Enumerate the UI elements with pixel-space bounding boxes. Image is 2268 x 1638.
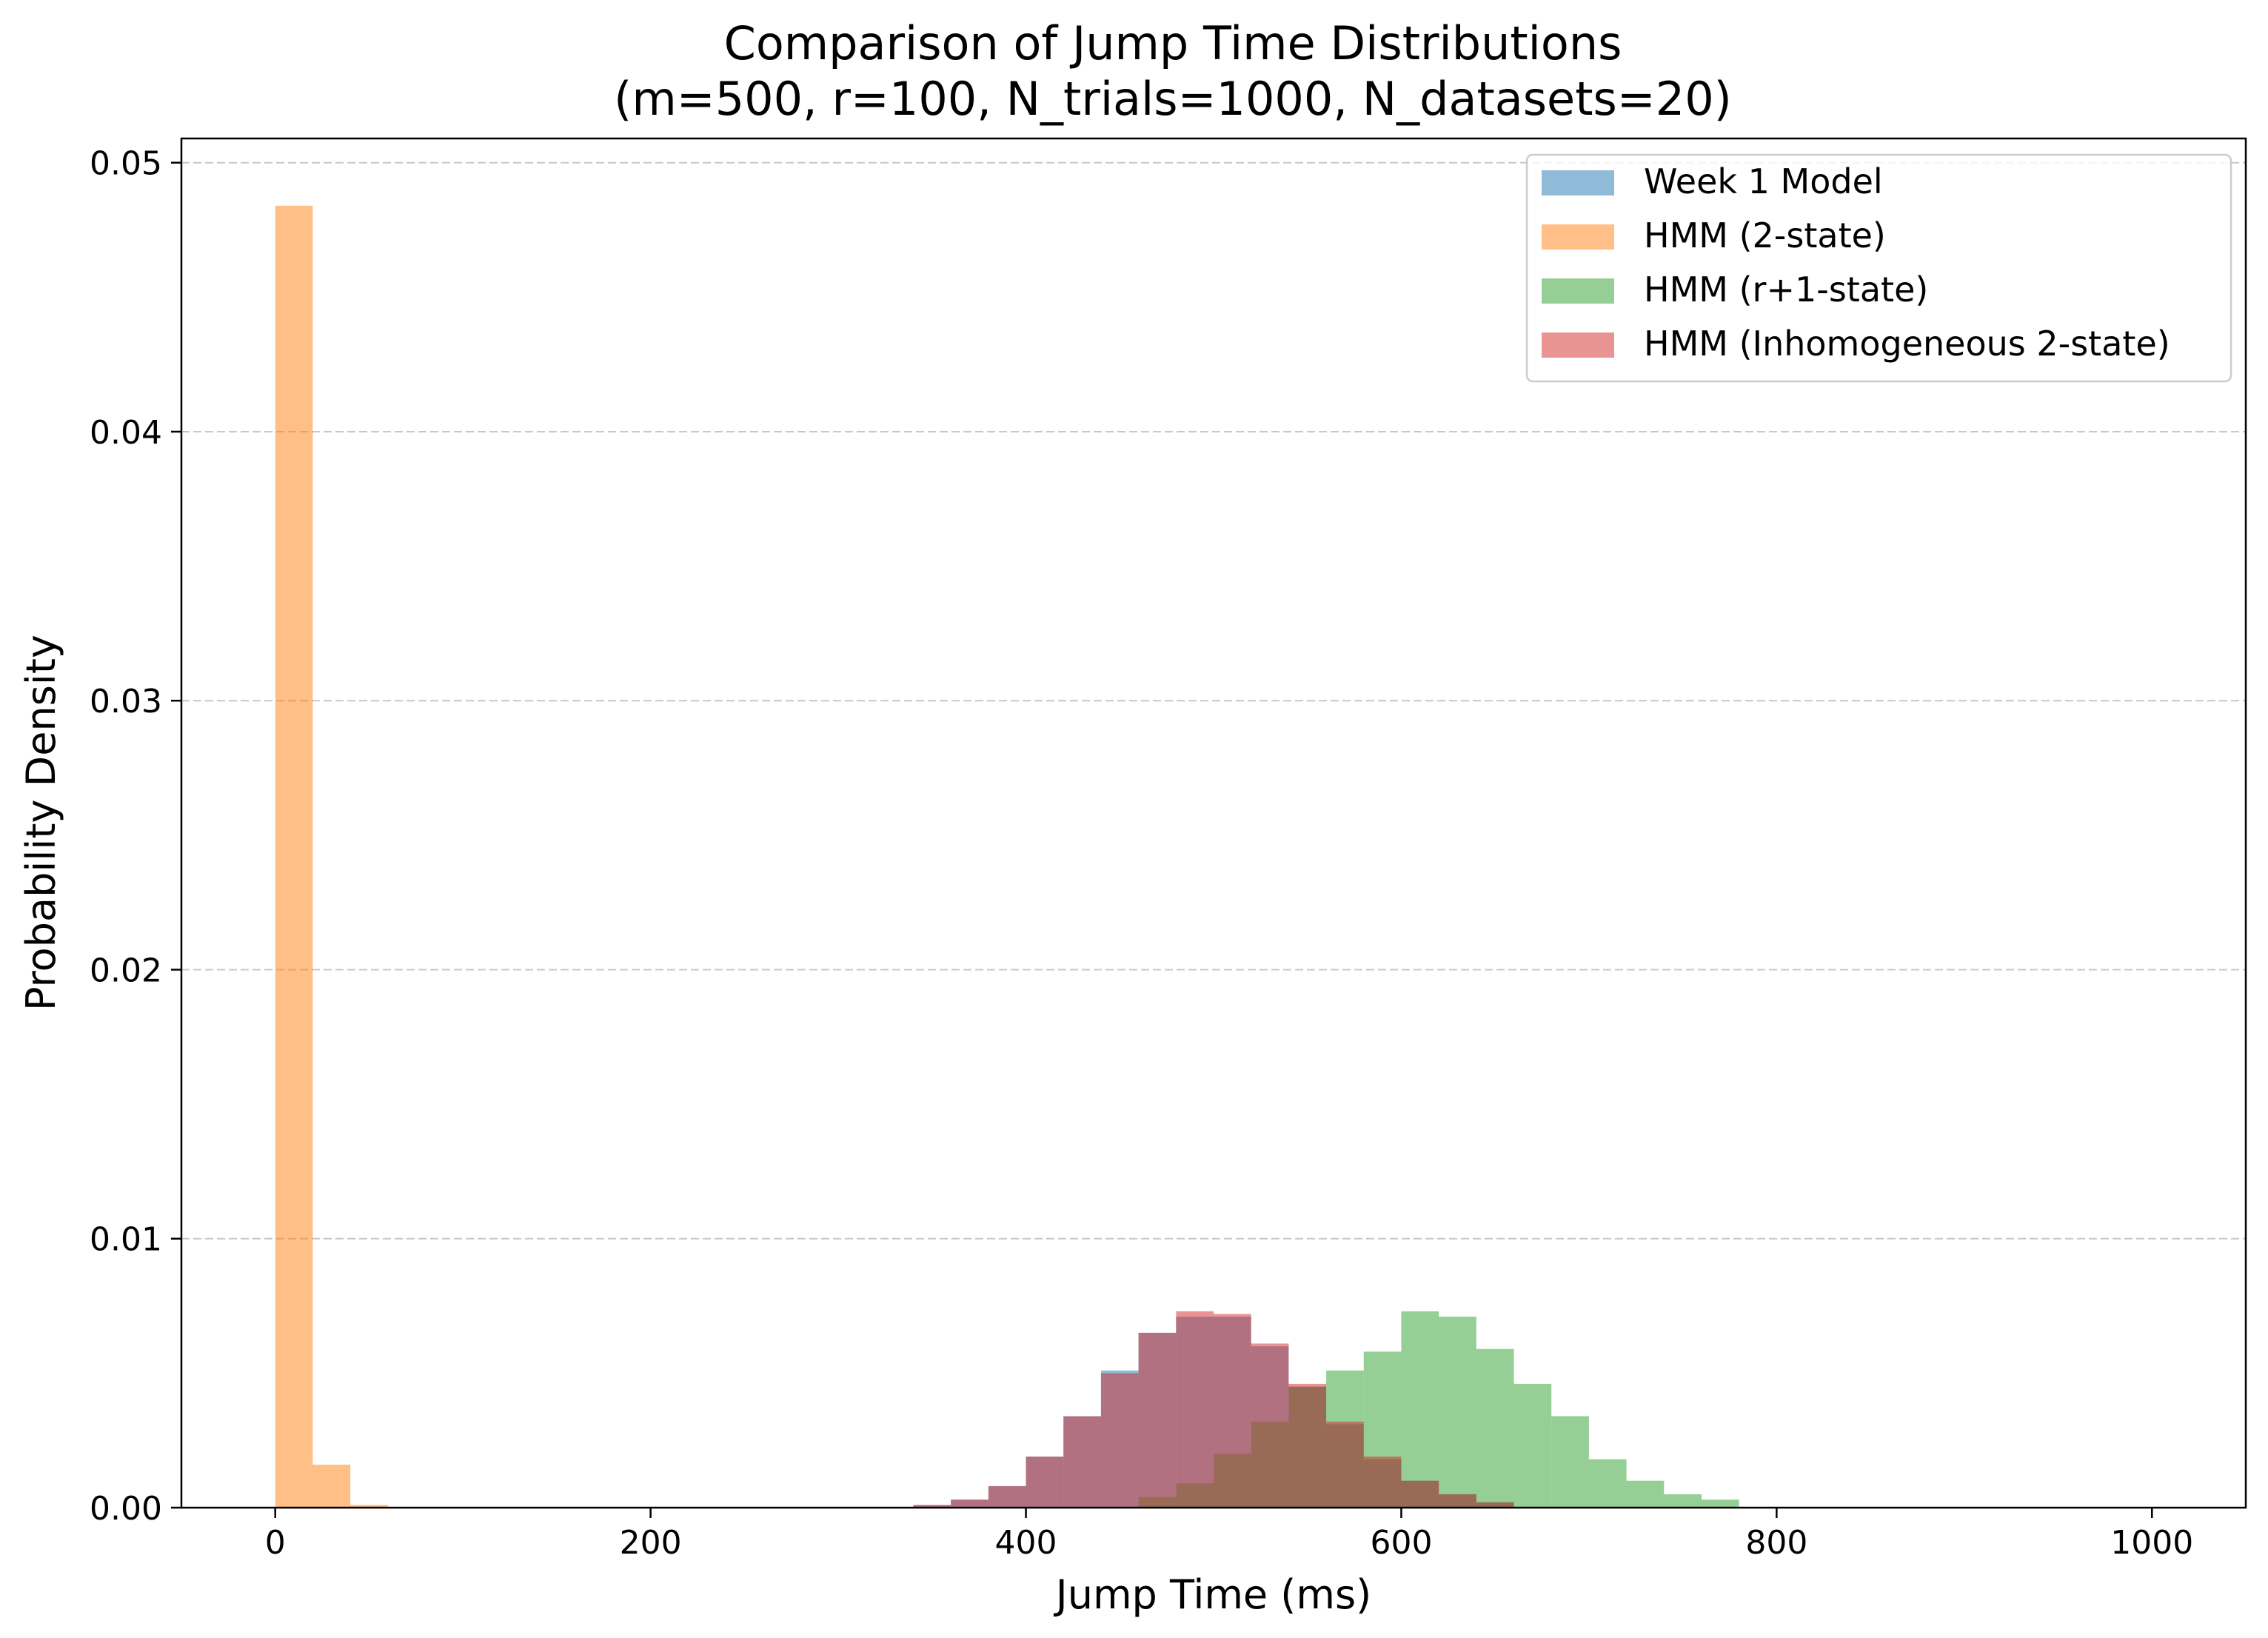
x-tick-label: 800 [1745, 1524, 1807, 1562]
histogram-bar [350, 1505, 388, 1508]
legend-swatch [1542, 278, 1614, 304]
histogram-bar [1664, 1494, 1702, 1508]
x-tick-label: 0 [265, 1524, 286, 1562]
series-2 [275, 205, 388, 1508]
histogram-bar [913, 1505, 951, 1508]
histogram-bar [1214, 1314, 1251, 1508]
histogram-bars [275, 205, 1739, 1508]
histogram-bar [1588, 1459, 1627, 1508]
y-tick-label: 0.01 [90, 1221, 162, 1259]
histogram-bar [1138, 1332, 1177, 1508]
histogram-bar [1476, 1348, 1514, 1508]
legend-frame [1525, 153, 2232, 383]
legend-label: Week 1 Model [1644, 161, 1883, 201]
histogram-bar [1326, 1421, 1364, 1508]
histogram-bar [1026, 1456, 1064, 1508]
histogram-bar [1251, 1343, 1289, 1508]
y-tick-label: 0.00 [90, 1490, 162, 1528]
histogram-bar [1288, 1383, 1327, 1508]
y-axis-label: Probability Density [18, 635, 64, 1011]
histogram-bar [1401, 1311, 1439, 1508]
histogram-bar [1626, 1480, 1665, 1508]
histogram-bar [1176, 1311, 1214, 1508]
histogram-bar [1063, 1416, 1101, 1508]
plot-area-frame [180, 137, 2247, 1509]
histogram-bar [1363, 1456, 1402, 1508]
x-tick-label: 600 [1370, 1524, 1432, 1562]
y-tick-label: 0.04 [90, 414, 162, 452]
histogram-bar [1476, 1502, 1514, 1508]
legend-swatch [1542, 170, 1614, 195]
legend-swatch [1542, 224, 1614, 250]
histogram-bar [1100, 1373, 1139, 1508]
y-tick-label: 0.05 [90, 145, 162, 183]
x-tick-label: 400 [995, 1524, 1057, 1562]
histogram-bar [1439, 1494, 1476, 1508]
chart-title: Comparison of Jump Time Distributions [724, 16, 1622, 70]
legend-label: HMM (Inhomogeneous 2-state) [1644, 324, 2170, 364]
y-tick-label: 0.03 [90, 683, 162, 721]
x-tick-label: 200 [620, 1524, 682, 1562]
histogram-bar [312, 1464, 351, 1508]
histogram-bar [1401, 1480, 1439, 1508]
legend-label: HMM (r+1-state) [1644, 270, 1928, 310]
y-tick-label: 0.02 [90, 952, 162, 989]
x-axis-ticks: 0 200 400 600 800 1000 [265, 1508, 2193, 1562]
histogram-bar [1701, 1500, 1739, 1508]
legend-label: HMM (2-state) [1644, 215, 1886, 255]
histogram-bar [951, 1500, 989, 1508]
chart-subtitle: (m=500, r=100, N_trials=1000, N_datasets… [614, 72, 1732, 126]
histogram-bar [275, 205, 313, 1508]
series-4 [913, 1311, 1514, 1508]
legend-swatch [1542, 332, 1614, 358]
histogram-bar [1513, 1383, 1552, 1508]
legend: Week 1 Model HMM (2-state) HMM (r+1-state)… [1525, 153, 2232, 383]
x-tick-label: 1000 [2110, 1524, 2193, 1562]
histogram-bar [1551, 1416, 1589, 1508]
y-gridlines [181, 161, 2246, 1240]
x-axis-label: Jump Time (ms) [1054, 1571, 1371, 1618]
histogram-bar [1439, 1317, 1476, 1508]
y-axis-ticks: 0.00 0.01 0.02 0.03 0.04 0.05 [90, 145, 181, 1528]
histogram-bar [988, 1485, 1026, 1508]
